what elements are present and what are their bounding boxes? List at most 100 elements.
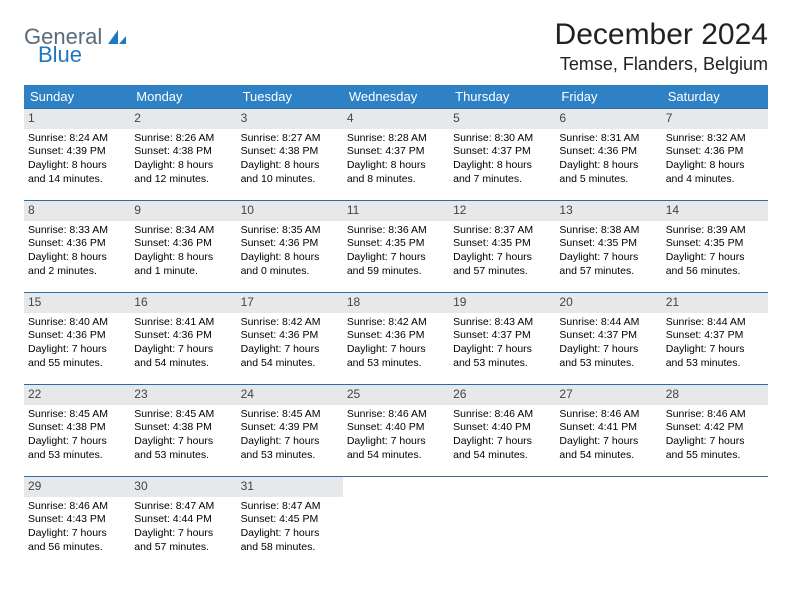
day-number: 16: [130, 293, 236, 313]
daylight-text: Daylight: 8 hours: [241, 159, 339, 173]
week-row: 8Sunrise: 8:33 AMSunset: 4:36 PMDaylight…: [24, 201, 768, 287]
sunrise-text: Sunrise: 8:46 AM: [347, 408, 445, 422]
daylight-text: and 8 minutes.: [347, 173, 445, 187]
col-sunday: Sunday: [24, 85, 130, 109]
day-number: 1: [24, 109, 130, 129]
daylight-text: Daylight: 8 hours: [134, 251, 232, 265]
day-number: 18: [343, 293, 449, 313]
day-cell: 22Sunrise: 8:45 AMSunset: 4:38 PMDayligh…: [24, 385, 130, 471]
daylight-text: and 58 minutes.: [241, 541, 339, 555]
day-header-row: Sunday Monday Tuesday Wednesday Thursday…: [24, 85, 768, 109]
sunset-text: Sunset: 4:36 PM: [28, 329, 126, 343]
sunrise-text: Sunrise: 8:45 AM: [134, 408, 232, 422]
sunrise-text: Sunrise: 8:34 AM: [134, 224, 232, 238]
day-cell: 31Sunrise: 8:47 AMSunset: 4:45 PMDayligh…: [237, 477, 343, 563]
sunset-text: Sunset: 4:39 PM: [241, 421, 339, 435]
col-thursday: Thursday: [449, 85, 555, 109]
day-number: 22: [24, 385, 130, 405]
day-number: 17: [237, 293, 343, 313]
sunrise-text: Sunrise: 8:45 AM: [241, 408, 339, 422]
sunrise-text: Sunrise: 8:39 AM: [666, 224, 764, 238]
day-number: 19: [449, 293, 555, 313]
day-cell: 13Sunrise: 8:38 AMSunset: 4:35 PMDayligh…: [555, 201, 661, 287]
sunset-text: Sunset: 4:38 PM: [134, 145, 232, 159]
day-number: 14: [662, 201, 768, 221]
daylight-text: and 7 minutes.: [453, 173, 551, 187]
day-number: 9: [130, 201, 236, 221]
daylight-text: Daylight: 7 hours: [241, 527, 339, 541]
daylight-text: and 55 minutes.: [28, 357, 126, 371]
sunset-text: Sunset: 4:36 PM: [134, 329, 232, 343]
sunrise-text: Sunrise: 8:36 AM: [347, 224, 445, 238]
daylight-text: and 57 minutes.: [453, 265, 551, 279]
day-cell: 24 Sunrise: 8:45 AMSunset: 4:39 PMDayligh…: [237, 385, 343, 471]
day-number: 15: [24, 293, 130, 313]
sunrise-text: Sunrise: 8:41 AM: [134, 316, 232, 330]
daylight-text: Daylight: 7 hours: [347, 251, 445, 265]
sunset-text: Sunset: 4:38 PM: [28, 421, 126, 435]
day-number: 8: [24, 201, 130, 221]
day-cell: 2Sunrise: 8:26 AMSunset: 4:38 PMDaylight…: [130, 109, 236, 195]
sunrise-text: Sunrise: 8:30 AM: [453, 132, 551, 146]
daylight-text: Daylight: 7 hours: [134, 343, 232, 357]
daylight-text: and 12 minutes.: [134, 173, 232, 187]
daylight-text: and 53 minutes.: [241, 449, 339, 463]
day-number: 5: [449, 109, 555, 129]
daylight-text: and 5 minutes.: [559, 173, 657, 187]
day-cell: 16 Sunrise: 8:41 AMSunset: 4:36 PMDayligh…: [130, 293, 236, 379]
day-cell: 10Sunrise: 8:35 AMSunset: 4:36 PMDayligh…: [237, 201, 343, 287]
sunset-text: Sunset: 4:35 PM: [666, 237, 764, 251]
daylight-text: Daylight: 7 hours: [666, 343, 764, 357]
daylight-text: Daylight: 7 hours: [28, 527, 126, 541]
daylight-text: and 54 minutes.: [347, 449, 445, 463]
sunrise-text: Sunrise: 8:28 AM: [347, 132, 445, 146]
day-cell: [343, 477, 449, 563]
day-number: 7: [662, 109, 768, 129]
sunset-text: Sunset: 4:40 PM: [453, 421, 551, 435]
day-number: 20: [555, 293, 661, 313]
day-cell: 9Sunrise: 8:34 AMSunset: 4:36 PMDaylight…: [130, 201, 236, 287]
sunset-text: Sunset: 4:38 PM: [241, 145, 339, 159]
daylight-text: and 54 minutes.: [134, 357, 232, 371]
sunrise-text: Sunrise: 8:35 AM: [241, 224, 339, 238]
daylight-text: and 54 minutes.: [453, 449, 551, 463]
day-cell: 14Sunrise: 8:39 AMSunset: 4:35 PMDayligh…: [662, 201, 768, 287]
sunset-text: Sunset: 4:43 PM: [28, 513, 126, 527]
week-row: 29Sunrise: 8:46 AMSunset: 4:43 PMDayligh…: [24, 477, 768, 563]
day-number: 6: [555, 109, 661, 129]
daylight-text: Daylight: 8 hours: [241, 251, 339, 265]
daylight-text: Daylight: 7 hours: [241, 435, 339, 449]
sunrise-text: Sunrise: 8:44 AM: [666, 316, 764, 330]
day-cell: 21Sunrise: 8:44 AMSunset: 4:37 PMDayligh…: [662, 293, 768, 379]
day-cell: 15Sunrise: 8:40 AMSunset: 4:36 PMDayligh…: [24, 293, 130, 379]
sunrise-text: Sunrise: 8:38 AM: [559, 224, 657, 238]
daylight-text: and 14 minutes.: [28, 173, 126, 187]
daylight-text: and 53 minutes.: [134, 449, 232, 463]
sunrise-text: Sunrise: 8:43 AM: [453, 316, 551, 330]
day-number: 24: [237, 385, 343, 405]
sunrise-text: Sunrise: 8:37 AM: [453, 224, 551, 238]
sunrise-text: Sunrise: 8:46 AM: [559, 408, 657, 422]
calendar-table: Sunday Monday Tuesday Wednesday Thursday…: [24, 85, 768, 563]
sunset-text: Sunset: 4:42 PM: [666, 421, 764, 435]
day-number: 25: [343, 385, 449, 405]
sunset-text: Sunset: 4:36 PM: [347, 329, 445, 343]
daylight-text: and 57 minutes.: [134, 541, 232, 555]
daylight-text: Daylight: 8 hours: [28, 251, 126, 265]
day-cell: 20Sunrise: 8:44 AMSunset: 4:37 PMDayligh…: [555, 293, 661, 379]
day-cell: 23Sunrise: 8:45 AMSunset: 4:38 PMDayligh…: [130, 385, 236, 471]
day-cell: 5Sunrise: 8:30 AMSunset: 4:37 PMDaylight…: [449, 109, 555, 195]
page-header: General December 2024 Temse, Flanders, B…: [24, 18, 768, 75]
col-wednesday: Wednesday: [343, 85, 449, 109]
daylight-text: and 54 minutes.: [241, 357, 339, 371]
daylight-text: and 54 minutes.: [559, 449, 657, 463]
sunrise-text: Sunrise: 8:32 AM: [666, 132, 764, 146]
daylight-text: and 4 minutes.: [666, 173, 764, 187]
day-number: 13: [555, 201, 661, 221]
day-number: 31: [237, 477, 343, 497]
day-cell: 18Sunrise: 8:42 AMSunset: 4:36 PMDayligh…: [343, 293, 449, 379]
daylight-text: Daylight: 7 hours: [453, 435, 551, 449]
sunset-text: Sunset: 4:44 PM: [134, 513, 232, 527]
daylight-text: and 56 minutes.: [28, 541, 126, 555]
day-number: 30: [130, 477, 236, 497]
